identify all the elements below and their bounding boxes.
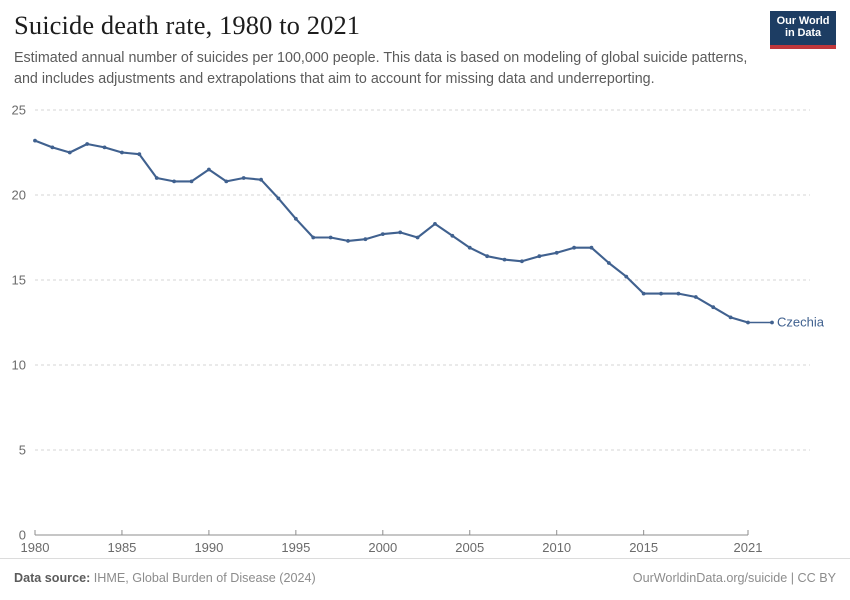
series-data-point[interactable] [50,145,55,150]
x-tick-label: 1985 [107,540,136,554]
x-tick-label: 2021 [734,540,763,554]
y-tick-label: 25 [12,103,26,118]
series-data-point[interactable] [572,245,576,250]
x-tick-label: 2005 [455,540,484,554]
series-data-point[interactable] [293,216,298,221]
series-data-point[interactable] [259,177,263,182]
logo-line-2: in Data [785,27,821,39]
x-tick-label: 1995 [281,540,310,554]
x-axis-group [34,530,749,536]
chart-plot-area[interactable]: 0 5 10 15 20 25 1980 1985 1990 1995 2000 2005 2010 2… [0,92,850,555]
data-source-label: Data source: [14,571,91,585]
y-tick-label: 0 [19,528,26,543]
y-tick-label: 10 [12,358,26,373]
x-tick-label: 2015 [629,540,658,554]
series-end-labels[interactable]: Czechia [748,314,825,329]
series-data-point[interactable] [728,315,733,320]
series-data-point[interactable] [85,142,90,146]
series-label-anchor-dot [770,320,774,325]
y-tick-label: 5 [19,443,26,458]
data-source-text: Data source: IHME, Global Burden of Dise… [14,571,316,585]
series-label[interactable]: Czechia [777,314,825,329]
series-data-point[interactable] [33,138,37,143]
series-data-point[interactable] [467,245,472,250]
page-title: Suicide death rate, 1980 to 2021 [14,10,361,40]
series-data-point[interactable] [207,167,211,172]
series-data-point[interactable] [398,230,403,235]
series-data-point[interactable] [537,254,542,259]
series-data-point[interactable] [450,233,455,238]
series-data-point[interactable] [433,222,437,226]
chart-footer: Data source: IHME, Global Burden of Dise… [0,558,850,600]
y-tick-label: 20 [12,188,26,203]
series-data-point[interactable] [659,291,663,296]
data-source-value: IHME, Global Burden of Disease (2024) [93,571,316,585]
our-world-in-data-logo[interactable]: Our World in Data [770,11,836,49]
series-data-point[interactable] [224,179,229,184]
logo-line-1: Our World [776,15,830,28]
data-series-group[interactable] [33,138,750,325]
series-data-point[interactable] [102,145,107,150]
series-data-point[interactable] [311,235,316,240]
series-data-point[interactable] [693,295,698,299]
series-data-point[interactable] [554,250,559,255]
series-data-point[interactable] [380,232,385,237]
series-data-point[interactable] [276,196,281,201]
series-data-point[interactable] [241,176,246,180]
y-axis-tick-labels: 0 5 10 15 20 25 [12,103,26,543]
series-line[interactable] [33,139,750,324]
series-data-point[interactable] [328,235,333,240]
series-data-point[interactable] [346,239,350,243]
series-data-point[interactable] [172,179,177,184]
series-data-point[interactable] [485,254,490,259]
x-tick-label: 1980 [21,540,50,554]
license-text[interactable]: OurWorldinData.org/suicide | CC BY [632,571,836,585]
series-data-point[interactable] [641,291,646,296]
series-data-point[interactable] [520,259,524,264]
x-tick-label: 2000 [368,540,397,554]
series-data-point[interactable] [502,257,507,262]
series-data-point[interactable] [415,235,420,240]
x-axis-tick-labels: 1980 1985 1990 1995 2000 2005 2010 2015 2021 [21,540,763,554]
series-data-point[interactable] [711,305,716,310]
series-data-point[interactable] [67,150,72,155]
series-data-point[interactable] [189,179,194,184]
series-data-point[interactable] [624,274,629,279]
x-tick-label: 1990 [194,540,223,554]
gridlines-group [35,109,810,451]
series-data-point[interactable] [120,150,124,155]
series-data-point[interactable] [137,152,142,157]
series-data-point[interactable] [606,261,611,265]
y-tick-label: 15 [12,273,26,288]
line-chart-svg[interactable]: 0 5 10 15 20 25 1980 1985 1990 1995 2000 2005 2010 2… [0,92,850,555]
chart-header: Suicide death rate, 1980 to 2021 Estimat… [14,10,754,89]
chart-subtitle: Estimated annual number of suicides per … [14,50,748,87]
x-tick-label: 2010 [542,540,571,554]
series-data-point[interactable] [589,245,594,250]
series-data-point[interactable] [363,237,368,242]
series-data-point[interactable] [676,291,681,296]
series-data-point[interactable] [154,176,159,180]
